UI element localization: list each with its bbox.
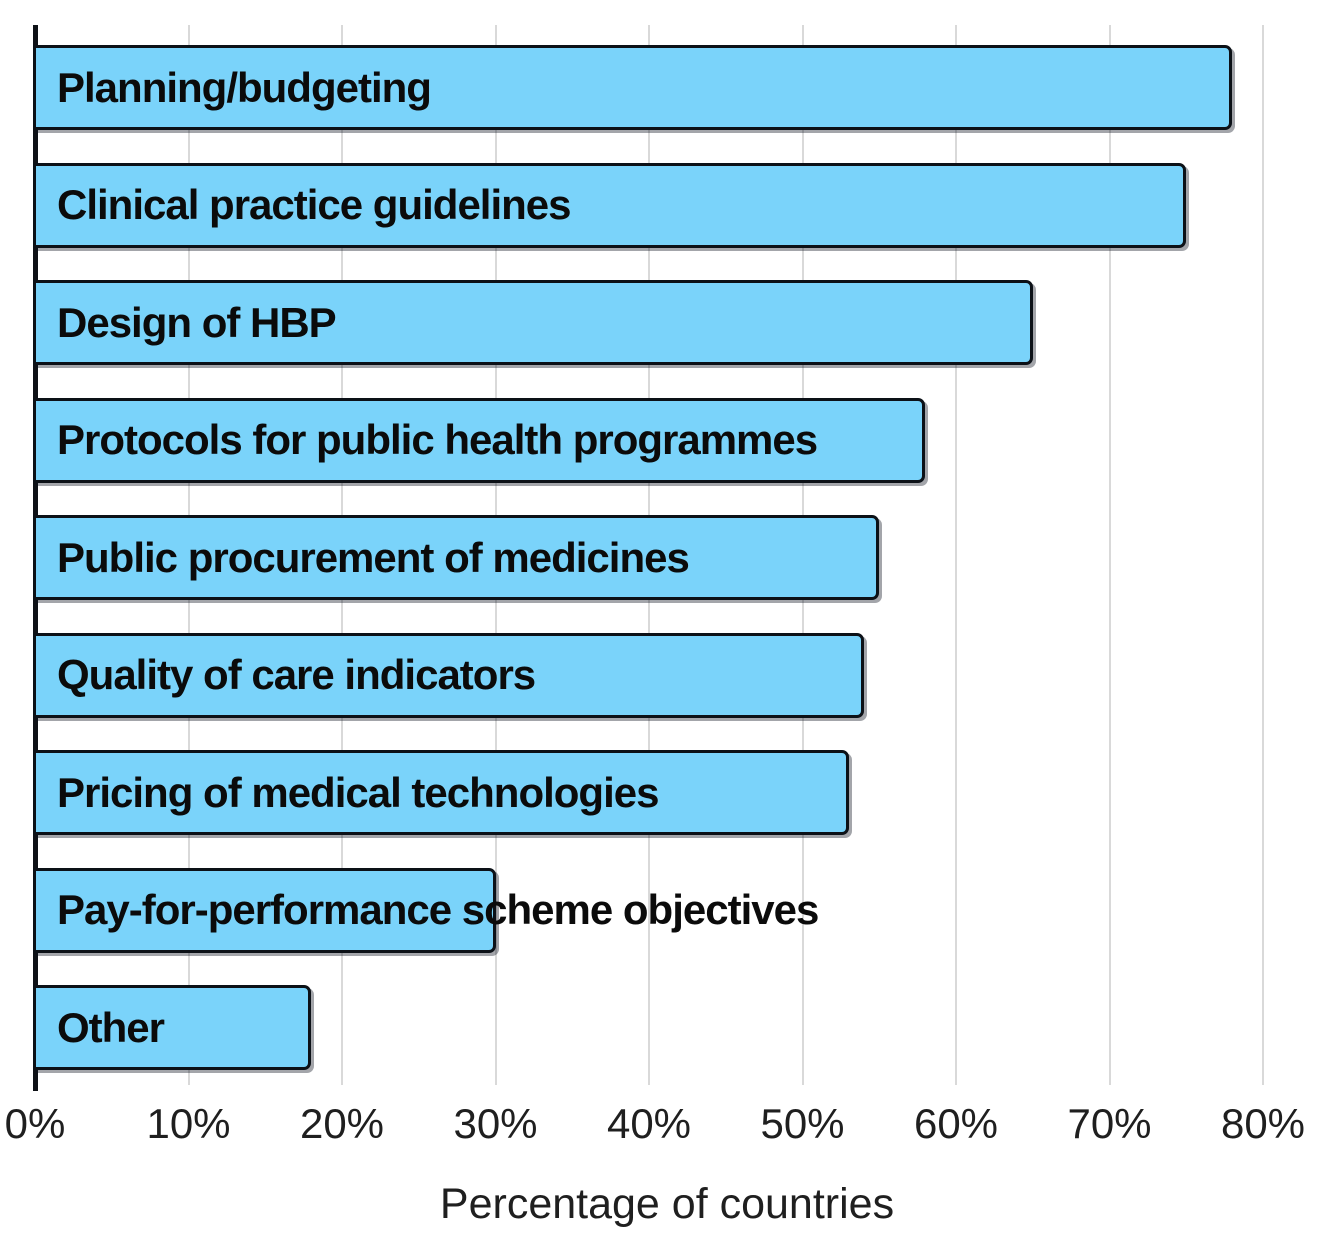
gridline <box>1108 25 1111 1085</box>
bar-label: Other <box>57 1003 165 1051</box>
bar-label: Public procurement of medicines <box>57 533 690 581</box>
bar-6: Quality of care indicators <box>33 632 864 718</box>
bar-1: Planning/budgeting <box>33 45 1233 130</box>
bar-label: Pay-for-performance scheme objectives <box>57 886 819 933</box>
x-axis-title: Percentage of countries <box>439 1180 895 1228</box>
bar-label: Protocols for public health programmes <box>57 416 818 463</box>
x-tick-label: 20% <box>299 1100 385 1147</box>
bar-label: Planning/budgeting <box>57 63 432 111</box>
gridline <box>1262 25 1264 1085</box>
bar-label: Quality of care indicators <box>57 651 536 698</box>
x-tick-label: 40% <box>606 1100 692 1147</box>
x-tick-label: 50% <box>760 1100 845 1147</box>
x-tick-label: 0% <box>4 1100 66 1147</box>
x-tick-label: 70% <box>1067 1100 1152 1147</box>
x-tick-label: 60% <box>913 1100 999 1147</box>
bar-label: Pricing of medical technologies <box>57 768 659 816</box>
bar-9: Other <box>33 985 312 1070</box>
bar-8: Pay-for-performance scheme objectives <box>33 867 819 953</box>
bar-5: Public procurement of medicines <box>33 515 880 600</box>
x-tick-label: 10% <box>146 1100 231 1147</box>
bar-4: Protocols for public health programmes <box>33 397 926 483</box>
bar-label: Design of HBP <box>57 298 337 346</box>
x-tick-label: 80% <box>1220 1100 1306 1147</box>
bar-2: Clinical practice guidelines <box>33 162 1187 248</box>
bar-7: Pricing of medical technologies <box>33 750 849 835</box>
bar-3: Design of HBP <box>33 280 1033 365</box>
gridline <box>955 25 957 1085</box>
bar-label: Clinical practice guidelines <box>57 181 572 228</box>
x-tick-label: 30% <box>453 1100 538 1147</box>
